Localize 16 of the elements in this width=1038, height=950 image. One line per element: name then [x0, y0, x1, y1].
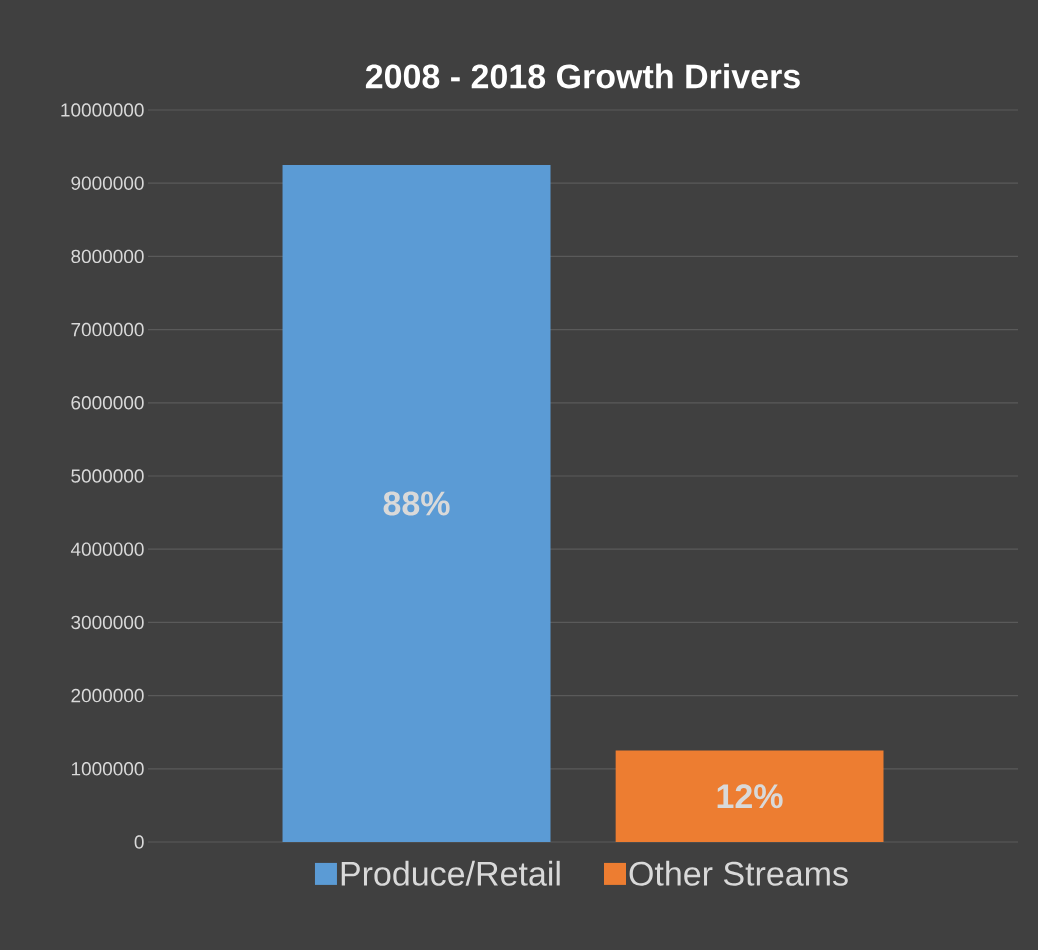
y-tick-label: 2000000 — [71, 688, 144, 703]
y-tick-label: 3000000 — [71, 615, 144, 630]
y-tick-label: 7000000 — [71, 322, 144, 337]
chart-title: 2008 - 2018 Growth Drivers — [365, 63, 800, 89]
y-tick-label: 9000000 — [71, 176, 144, 190]
y-tick-label: 4000000 — [70, 542, 144, 556]
annotation: 88% — [383, 491, 450, 516]
y-tick-label: 5000000 — [71, 469, 144, 483]
legend-label: Produce/Retail — [341, 860, 560, 886]
y-tick-label: 6000000 — [71, 396, 144, 410]
y-tick-label: 10000000 — [61, 103, 144, 117]
y-tick-label: 8000000 — [71, 249, 144, 264]
y-tick-label: 0 — [134, 835, 144, 849]
annotation: 12% — [717, 784, 783, 809]
y-tick-label: 1000000 — [71, 762, 144, 776]
legend-label: Other Streams — [629, 860, 848, 886]
